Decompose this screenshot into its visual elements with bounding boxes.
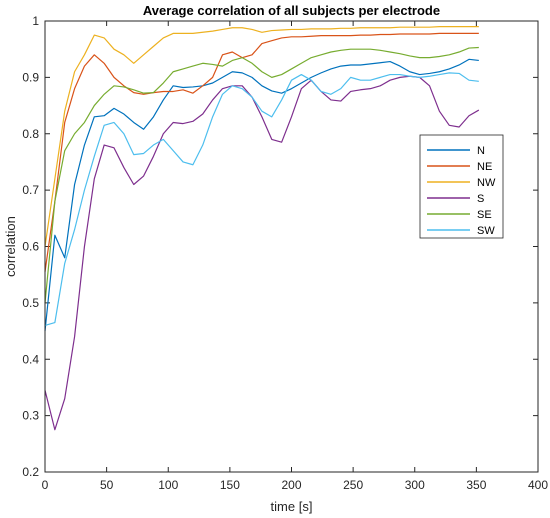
x-tick-label: 300 bbox=[405, 478, 425, 492]
legend-label-s: S bbox=[477, 193, 484, 205]
x-tick-label: 200 bbox=[281, 478, 301, 492]
plot-frame bbox=[44, 20, 539, 473]
y-tick-label: 0.5 bbox=[22, 296, 39, 310]
series-line-s bbox=[44, 75, 480, 431]
x-tick-label: 100 bbox=[158, 478, 178, 492]
x-tick-label: 150 bbox=[220, 478, 240, 492]
chart-title: Average correlation of all subjects per … bbox=[143, 3, 440, 18]
series-lines bbox=[44, 26, 480, 431]
y-tick-label: 0.6 bbox=[22, 240, 39, 254]
y-tick-label: 0.3 bbox=[22, 409, 39, 423]
series-line-sw bbox=[44, 72, 479, 326]
legend-label-sw: SW bbox=[477, 225, 495, 237]
legend-box bbox=[419, 134, 504, 239]
y-tick-label: 0.7 bbox=[22, 183, 39, 197]
x-tick-label: 350 bbox=[466, 478, 486, 492]
x-axis-ticks: 0 50 100 150 200 250 300 350 400 bbox=[42, 21, 548, 492]
legend-label-nw: NW bbox=[477, 177, 496, 189]
plot-area bbox=[45, 21, 538, 472]
series-line-nw bbox=[44, 26, 479, 247]
x-tick-label: 250 bbox=[343, 478, 363, 492]
x-tick-label: 0 bbox=[42, 478, 49, 492]
legend-label-ne: NE bbox=[477, 161, 492, 173]
x-tick-label: 50 bbox=[100, 478, 114, 492]
y-tick-label: 0.9 bbox=[22, 70, 39, 84]
series-line-se bbox=[44, 46, 479, 303]
x-tick-label: 400 bbox=[528, 478, 548, 492]
y-tick-label: 0.2 bbox=[22, 465, 39, 479]
legend-label-n: N bbox=[477, 145, 485, 157]
y-tick-label: 0.8 bbox=[22, 127, 39, 141]
y-tick-label: 1 bbox=[32, 14, 39, 28]
legend-label-se: SE bbox=[477, 209, 492, 221]
legend: N NE NW S SE SW bbox=[419, 134, 504, 239]
y-axis-label: correlation bbox=[3, 216, 18, 277]
series-line-ne bbox=[44, 32, 479, 272]
series-line-n bbox=[44, 58, 479, 332]
x-axis-label: time [s] bbox=[271, 499, 313, 514]
y-tick-label: 0.4 bbox=[22, 352, 39, 366]
